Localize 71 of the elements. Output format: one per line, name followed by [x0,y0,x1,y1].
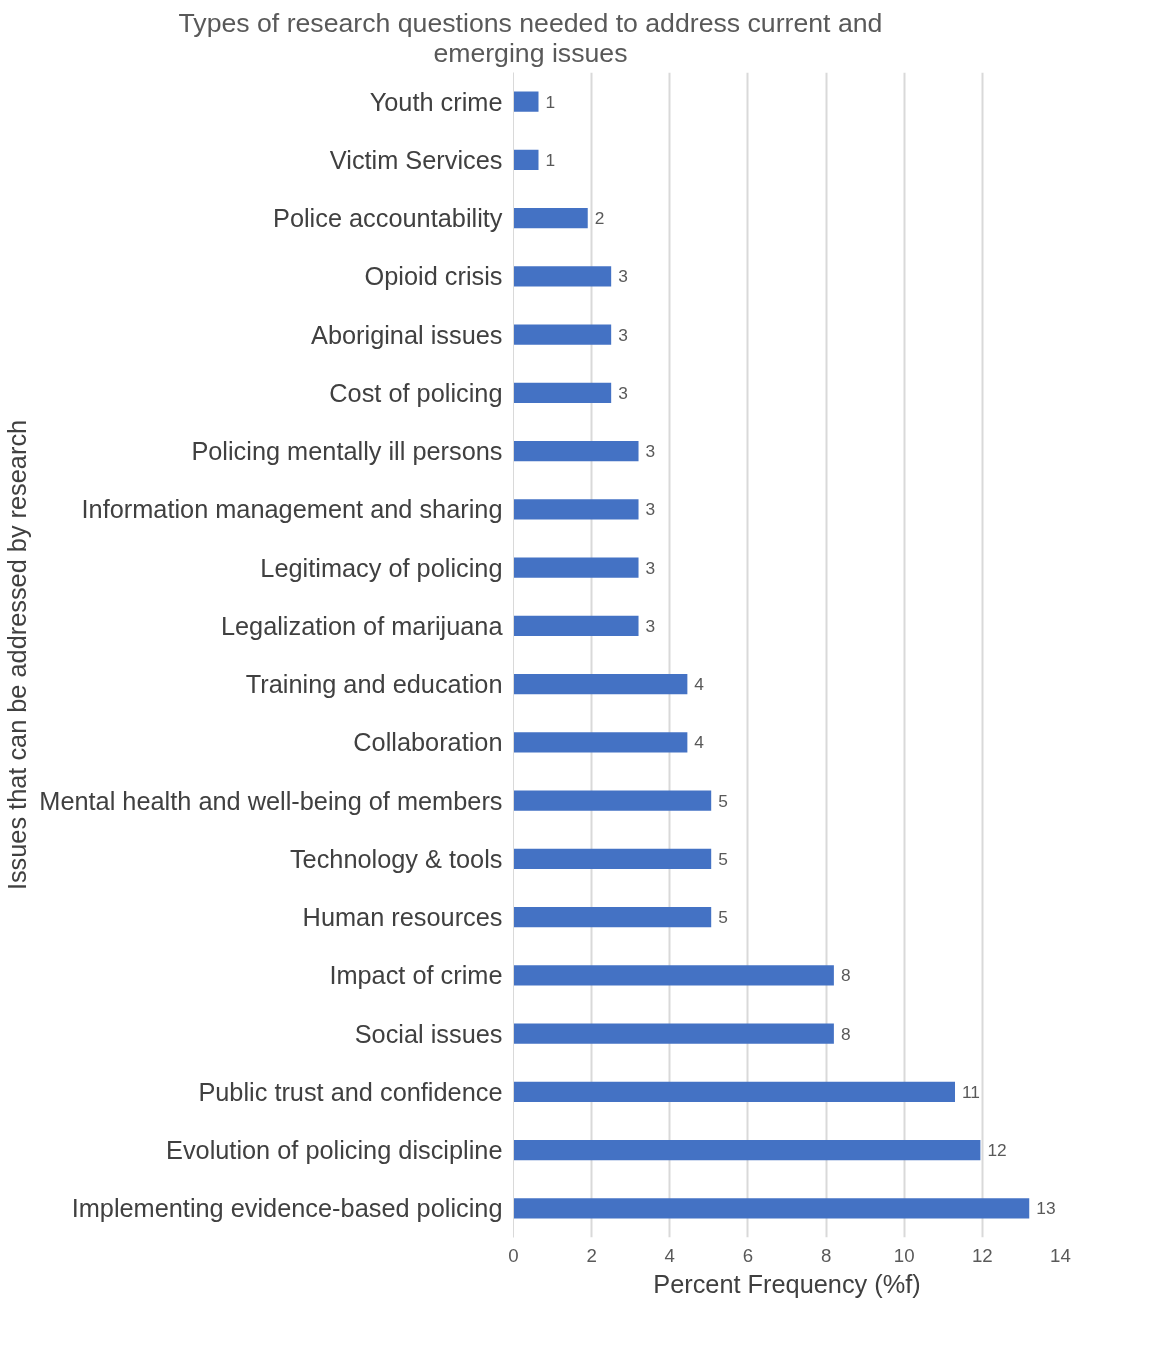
bar [513,1081,956,1103]
y-tick-label: Mental health and well-being of members [39,786,503,815]
data-label: 3 [618,382,628,403]
data-label: 4 [694,732,705,753]
y-tick-label: Evolution of policing discipline [166,1136,503,1165]
bar [513,440,639,462]
y-tick-label: Legitimacy of policing [260,553,503,582]
bar [513,1139,981,1161]
y-tick-label: Information management and sharing [81,495,503,524]
x-tick-label: 6 [742,1244,754,1266]
bar [513,149,539,171]
y-tick-label: Collaboration [353,728,503,757]
y-tick-label: Technology & tools [289,844,503,873]
y-tick-label: Cost of policing [329,378,503,407]
bar [513,91,539,112]
y-tick-label: Police accountability [273,204,503,233]
data-label: 3 [645,615,656,636]
y-tick-label: Victim Services [329,145,503,174]
y-tick-label: Training and education [245,670,503,699]
data-label: 3 [645,441,656,462]
bar [513,965,834,986]
y-tick-label: Opioid crisis [364,262,503,291]
y-tick-label: Implementing evidence-based policing [71,1194,503,1223]
data-label: 5 [718,848,728,869]
data-label: 1 [545,149,556,170]
x-tick-label: 0 [508,1244,519,1266]
y-tick-label: Impact of crime [329,961,503,990]
data-label: 8 [840,965,851,986]
x-axis-title: Percent Frequency (%f) [653,1269,921,1298]
x-tick-label: 2 [586,1244,597,1266]
y-tick-label: Policing mentally ill persons [191,437,503,466]
bar [513,615,639,637]
x-tick-label: 8 [820,1244,832,1266]
y-tick-label: Youth crime [369,87,503,116]
x-tick-label: 12 [971,1244,993,1266]
bar [513,1198,1030,1219]
bar [513,848,712,870]
x-tick-label: 4 [664,1244,675,1266]
data-label: 5 [718,907,728,928]
bar [513,673,688,695]
bar [513,790,712,811]
data-label: 12 [987,1140,1007,1161]
bar [513,1023,834,1044]
data-label: 13 [1036,1198,1056,1219]
y-tick-label: Public trust and confidence [198,1077,503,1106]
bar [513,499,639,520]
data-label: 11 [962,1081,981,1102]
data-label: 3 [618,324,628,345]
y-tick-label: Legalization of marijuana [220,611,504,640]
data-label: 3 [618,266,628,287]
bar [513,382,612,404]
bar [513,557,639,578]
y-tick-label: Human resources [302,903,503,932]
data-label: 1 [545,91,556,112]
x-tick-label: 10 [893,1244,915,1266]
x-tick-label: 14 [1050,1244,1071,1266]
data-label: 3 [645,557,656,578]
y-axis-title: Issues that can be addressed by research [3,419,32,891]
chart-title: Types of research questions needed to address current and emerging issues [178,7,883,68]
bar [513,324,612,345]
data-label: 8 [840,1023,851,1044]
bar [513,906,712,928]
bar [513,732,688,753]
y-tick-label: Aboriginal issues [311,320,503,349]
bar [513,266,612,287]
bar [513,207,588,229]
data-label: 2 [594,208,605,229]
data-label: 3 [645,499,656,520]
data-label: 5 [718,790,728,811]
y-tick-label: Social issues [354,1019,503,1048]
data-label: 4 [694,674,705,695]
